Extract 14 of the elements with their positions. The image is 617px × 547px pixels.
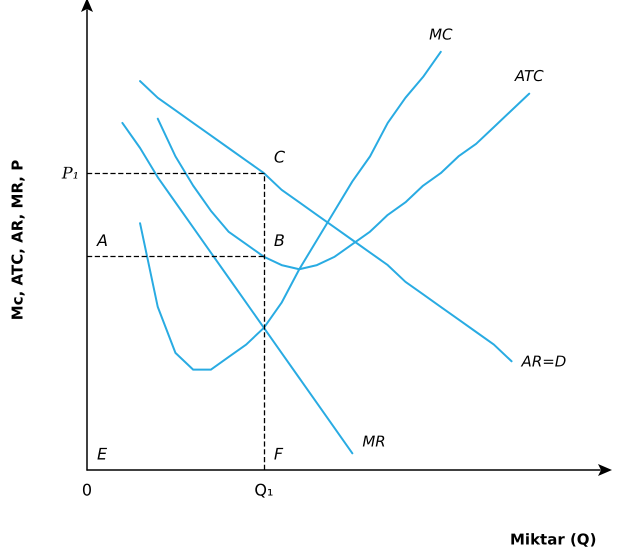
series-label: MC [429, 25, 454, 44]
x-axis-title: Miktar (Q) [510, 530, 596, 547]
series-label: ATC [514, 67, 544, 86]
series-label: AR=D [520, 352, 566, 370]
ref-line-label: P₁ [60, 164, 79, 183]
annotation: C [274, 148, 286, 167]
x-tick-label: 0 [82, 480, 92, 500]
annotation: E [97, 444, 108, 464]
x-tick-label: Q₁ [254, 480, 274, 500]
series-label: MR [362, 432, 386, 450]
y-axis-title: Mc, ATC, AR, MR, P [8, 160, 26, 320]
annotation: F [274, 444, 284, 464]
annotation: A [96, 231, 108, 250]
annotation: B [274, 231, 285, 250]
